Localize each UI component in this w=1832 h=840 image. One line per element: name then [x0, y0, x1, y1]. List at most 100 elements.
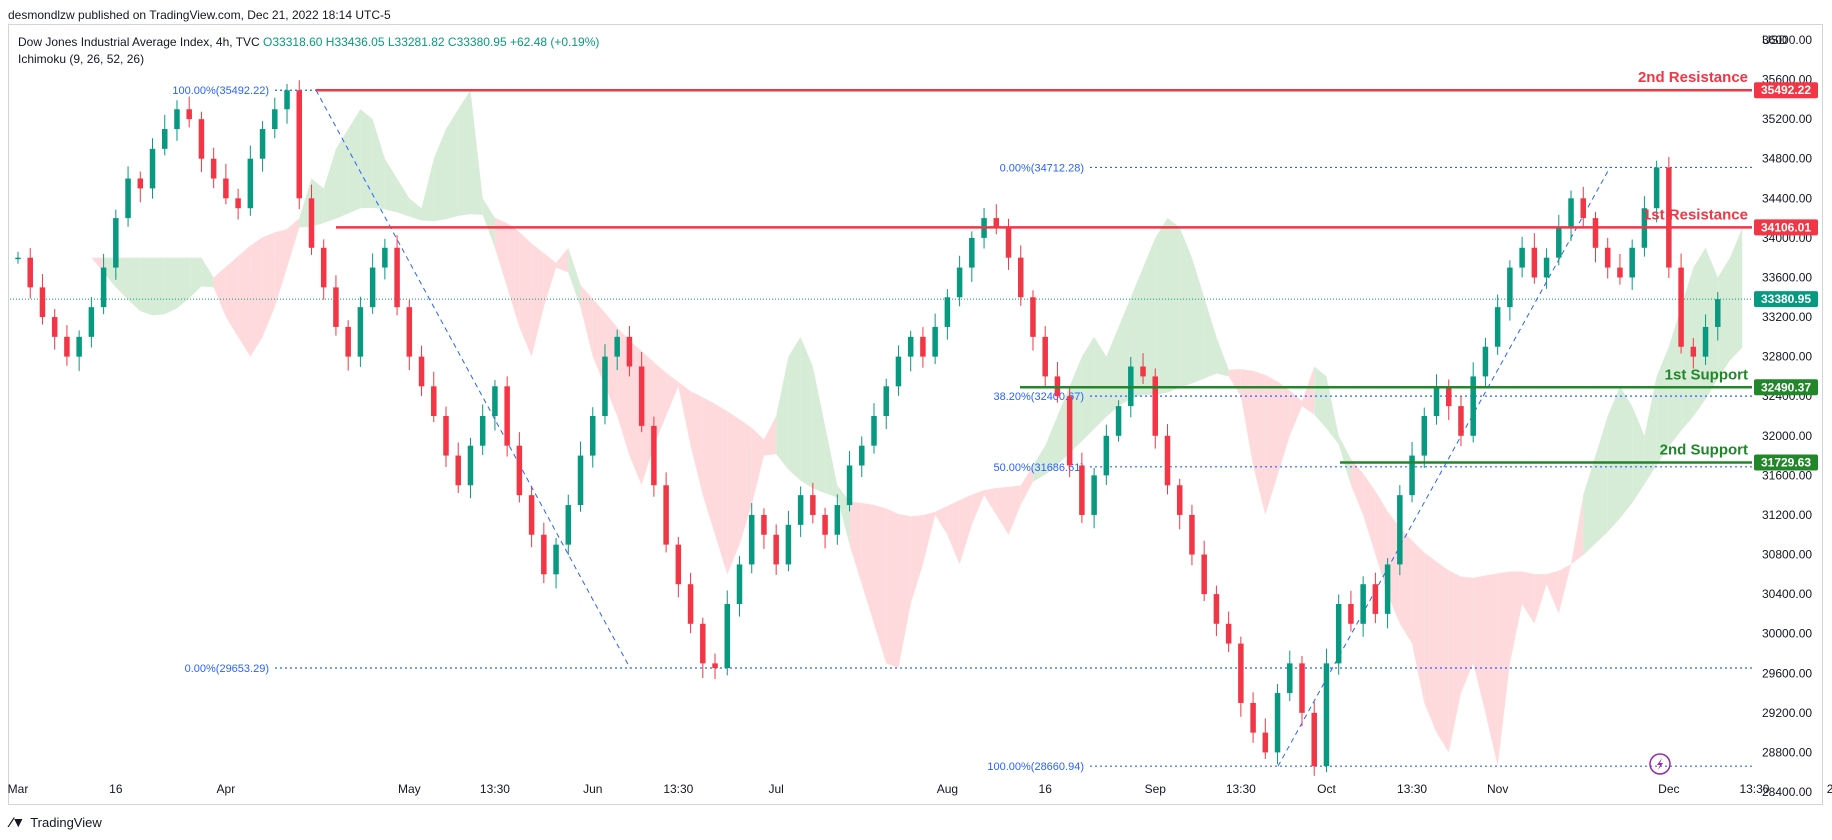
- candle-body[interactable]: [1678, 267, 1684, 347]
- candle-body[interactable]: [1702, 326, 1709, 357]
- candle-body[interactable]: [1507, 267, 1513, 308]
- candle-body[interactable]: [320, 247, 327, 288]
- candle-body[interactable]: [907, 336, 914, 357]
- candle-body[interactable]: [712, 663, 718, 669]
- candle-body[interactable]: [76, 336, 82, 357]
- candle-body[interactable]: [589, 416, 596, 456]
- candle-body[interactable]: [993, 218, 1000, 228]
- candle-body[interactable]: [797, 495, 804, 525]
- candle-body[interactable]: [39, 287, 46, 318]
- candle-body[interactable]: [1482, 346, 1489, 377]
- candle-body[interactable]: [308, 198, 315, 248]
- candle-body[interactable]: [1470, 376, 1476, 436]
- candle-body[interactable]: [223, 178, 229, 199]
- candle-body[interactable]: [553, 544, 559, 575]
- candle-body[interactable]: [382, 247, 388, 268]
- candle-body[interactable]: [516, 445, 523, 496]
- candle-body[interactable]: [748, 514, 755, 565]
- candle-body[interactable]: [1421, 416, 1428, 456]
- candle-body[interactable]: [1715, 299, 1721, 327]
- candle-body[interactable]: [1079, 465, 1085, 515]
- candle-body[interactable]: [27, 257, 33, 288]
- candle-body[interactable]: [247, 158, 254, 209]
- candle-body[interactable]: [418, 356, 425, 387]
- candle-body[interactable]: [1201, 554, 1207, 595]
- candle-body[interactable]: [736, 564, 743, 604]
- candle-body[interactable]: [455, 455, 461, 486]
- candle-body[interactable]: [663, 485, 669, 545]
- candle-body[interactable]: [1458, 406, 1464, 436]
- candle-body[interactable]: [1030, 297, 1036, 337]
- candle-body[interactable]: [810, 495, 816, 515]
- candle-body[interactable]: [492, 386, 498, 416]
- candle-body[interactable]: [125, 178, 131, 219]
- candle-body[interactable]: [1066, 396, 1073, 466]
- candle-body[interactable]: [761, 514, 767, 535]
- candle-body[interactable]: [198, 119, 205, 159]
- candle-body[interactable]: [846, 465, 853, 506]
- candle-body[interactable]: [1690, 346, 1697, 357]
- candle-body[interactable]: [64, 336, 70, 357]
- candle-body[interactable]: [651, 425, 657, 486]
- candle-body[interactable]: [1189, 514, 1195, 555]
- candle-body[interactable]: [724, 604, 731, 669]
- candle-body[interactable]: [1531, 247, 1538, 278]
- candle-body[interactable]: [541, 534, 547, 575]
- candle-body[interactable]: [1164, 435, 1171, 486]
- candle-body[interactable]: [369, 267, 376, 308]
- candle-body[interactable]: [1091, 475, 1097, 515]
- candle-body[interactable]: [113, 218, 119, 268]
- candle-body[interactable]: [431, 386, 437, 416]
- candle-body[interactable]: [443, 416, 449, 456]
- candle-body[interactable]: [1323, 663, 1330, 767]
- candle-body[interactable]: [932, 326, 938, 357]
- candle-body[interactable]: [1225, 623, 1232, 644]
- candle-body[interactable]: [1103, 435, 1110, 476]
- candle-body[interactable]: [1372, 584, 1379, 614]
- candle-body[interactable]: [186, 109, 192, 120]
- candle-body[interactable]: [1115, 406, 1122, 436]
- candle-body[interactable]: [1274, 693, 1281, 753]
- candle-body[interactable]: [406, 307, 413, 357]
- candle-body[interactable]: [1360, 584, 1366, 624]
- candle-body[interactable]: [272, 109, 278, 130]
- indicator-label[interactable]: Ichimoku (9, 26, 52, 26): [18, 52, 145, 66]
- candle-body[interactable]: [1311, 712, 1317, 767]
- candle-body[interactable]: [785, 524, 792, 565]
- candle-body[interactable]: [773, 534, 779, 565]
- candle-body[interactable]: [1445, 386, 1452, 407]
- candle-body[interactable]: [1604, 247, 1611, 268]
- candle-body[interactable]: [51, 317, 58, 337]
- candle-body[interactable]: [626, 336, 633, 367]
- tradingview-logo[interactable]: ⁄▼ TradingView: [10, 814, 102, 830]
- candle-body[interactable]: [15, 257, 21, 260]
- candle-body[interactable]: [1287, 663, 1293, 694]
- candle-body[interactable]: [149, 148, 156, 189]
- candle-body[interactable]: [638, 366, 645, 426]
- candle-body[interactable]: [1140, 366, 1146, 377]
- candle-body[interactable]: [1409, 455, 1415, 496]
- candle-body[interactable]: [822, 514, 828, 535]
- candle-body[interactable]: [88, 307, 95, 337]
- candle-body[interactable]: [969, 237, 975, 268]
- candle-body[interactable]: [920, 336, 926, 357]
- candle-body[interactable]: [1617, 267, 1623, 278]
- candle-body[interactable]: [1005, 227, 1012, 258]
- candle-body[interactable]: [871, 416, 877, 446]
- candle-body[interactable]: [1494, 307, 1501, 347]
- candle-body[interactable]: [528, 495, 535, 535]
- candle-body[interactable]: [1299, 663, 1305, 713]
- candle-body[interactable]: [357, 307, 364, 357]
- candle-body[interactable]: [1335, 604, 1342, 664]
- candle-body[interactable]: [1629, 247, 1635, 278]
- candle-body[interactable]: [1580, 198, 1587, 219]
- candle-body[interactable]: [174, 109, 180, 130]
- candle-body[interactable]: [1568, 198, 1574, 228]
- candle-body[interactable]: [345, 326, 351, 357]
- candle-body[interactable]: [467, 445, 474, 486]
- candle-body[interactable]: [956, 267, 963, 298]
- candle-body[interactable]: [1262, 732, 1269, 753]
- candle-body[interactable]: [1250, 702, 1256, 733]
- candle-body[interactable]: [137, 178, 144, 189]
